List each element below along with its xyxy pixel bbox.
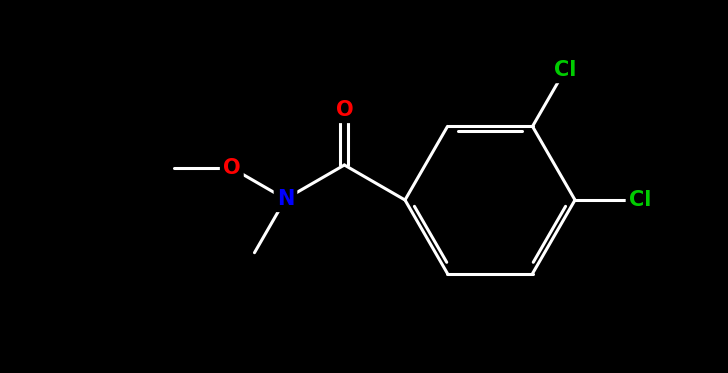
Text: Cl: Cl [629, 190, 651, 210]
Text: O: O [223, 158, 241, 178]
Text: Cl: Cl [554, 60, 576, 80]
Text: O: O [336, 100, 353, 120]
Text: N: N [277, 189, 294, 209]
